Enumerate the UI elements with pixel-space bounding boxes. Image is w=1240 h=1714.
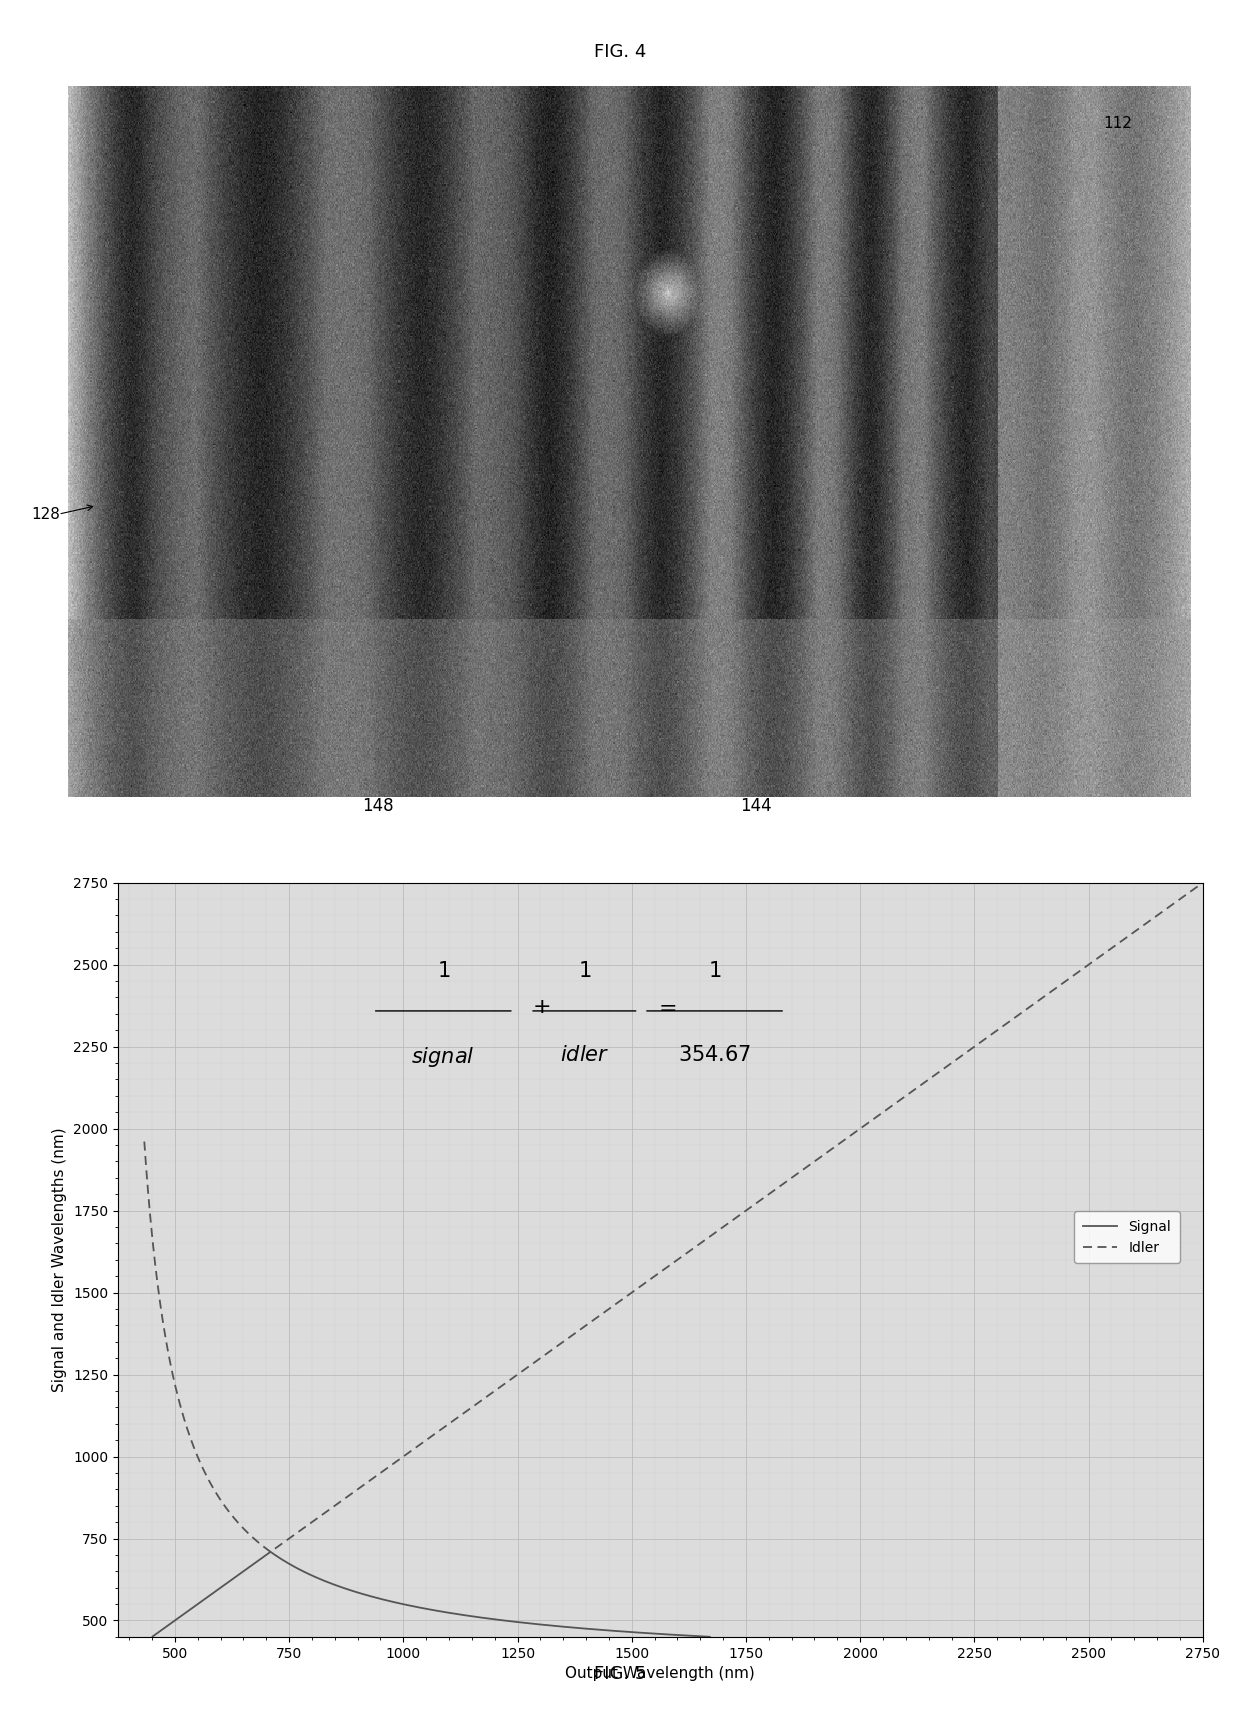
Text: $\mathit{signal}$: $\mathit{signal}$ [412,1046,475,1070]
Idler [432,1421,446,1441]
Idler [205,1476,219,1496]
Idler [1195,872,1210,893]
Signal [145,1627,160,1647]
Text: $\mathit{idler}$: $\mathit{idler}$ [559,1046,609,1064]
Signal [635,1623,650,1644]
Signal [315,1570,330,1591]
Text: $1$: $1$ [436,962,450,980]
Legend: Signal, Idler: Signal, Idler [1074,1212,1179,1263]
Signal [239,1558,254,1579]
Idler [852,1119,867,1140]
Text: $354.67$: $354.67$ [678,1046,751,1064]
Signal [263,1541,278,1561]
Idler [733,1205,748,1226]
Line: Idler: Idler [144,883,1203,1551]
X-axis label: Output Wavelength (nm): Output Wavelength (nm) [565,1666,755,1681]
Idler [263,1541,278,1561]
Line: Signal: Signal [153,1551,709,1637]
Text: $=$: $=$ [655,998,677,1016]
Text: FIG. 4: FIG. 4 [594,43,646,62]
Signal [702,1627,717,1647]
Text: $1$: $1$ [578,962,591,980]
Text: FIG. 5: FIG. 5 [594,1664,646,1683]
Text: $1$: $1$ [708,962,722,980]
Signal [394,1594,409,1615]
Signal [198,1587,213,1608]
Text: 128: 128 [31,507,60,521]
Y-axis label: Signal and Idler Wavelengths (nm): Signal and Idler Wavelengths (nm) [52,1128,67,1392]
Signal [691,1627,706,1647]
Idler [136,1131,151,1152]
Idler [234,1517,249,1537]
Idler [622,1284,637,1304]
Text: 144: 144 [740,797,773,814]
Text: 148: 148 [362,797,394,814]
Text: 112: 112 [1104,117,1132,130]
Text: $+$: $+$ [532,998,551,1016]
